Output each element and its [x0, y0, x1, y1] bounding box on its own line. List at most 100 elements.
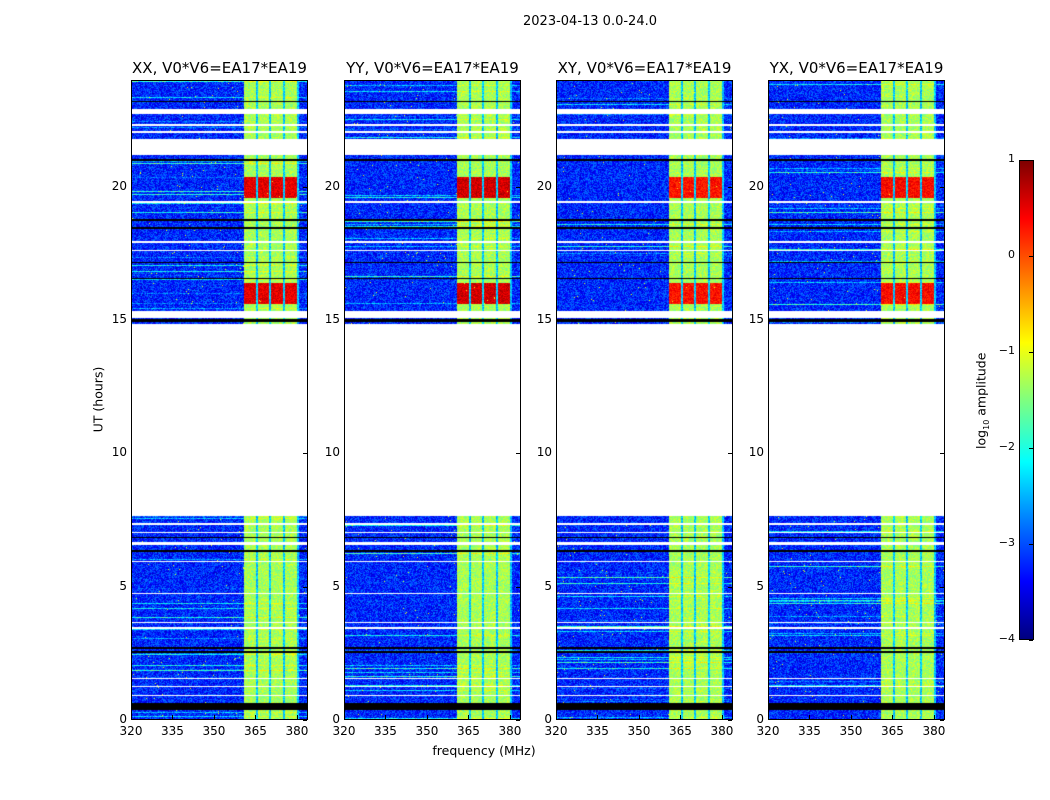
figure-title: 2023-04-13 0.0-24.0: [523, 14, 657, 29]
x-tick-mark: [680, 715, 682, 719]
y-tick-label: 20: [748, 178, 764, 193]
y-tick-mark: [728, 186, 732, 188]
colorbar-tick-label: −4: [998, 632, 1015, 645]
x-tick-label: 320: [544, 724, 568, 738]
y-tick-label: 15: [111, 312, 127, 326]
y-tick-mark: [940, 720, 944, 721]
x-tick-label: 350: [202, 724, 226, 738]
y-tick-mark: [940, 586, 944, 588]
panel-title: YY, V0*V6=EA17*EA19: [346, 59, 519, 77]
x-tick-mark: [296, 715, 298, 719]
x-tick-label: 320: [756, 724, 780, 738]
x-tick-mark: [255, 715, 257, 719]
colorbar-tick-mark: [1029, 160, 1033, 161]
x-tick-label: 380: [285, 724, 309, 738]
colorbar-tick-mark: [1029, 448, 1033, 449]
colorbar-tick-label: 0: [1008, 248, 1015, 261]
x-tick-mark: [809, 715, 811, 719]
spectrogram-panel: [768, 80, 945, 720]
x-tick-mark: [638, 715, 640, 719]
x-tick-mark: [597, 715, 599, 719]
y-tick-label: 15: [324, 312, 340, 326]
y-tick-label: 0: [119, 712, 127, 726]
y-tick-mark: [303, 186, 307, 188]
x-tick-mark: [768, 715, 769, 719]
heatmap-canvas: [132, 81, 307, 719]
colorbar-tick-label: −2: [998, 440, 1015, 453]
y-tick-mark: [516, 320, 520, 321]
y-axis-label: UT (hours): [90, 366, 106, 433]
colorbar: [1019, 160, 1034, 640]
y-tick-mark: [303, 453, 307, 455]
colorbar-tick-label: −3: [998, 536, 1015, 549]
y-tick-mark: [516, 453, 520, 455]
colorbar-tick-mark: [1029, 352, 1033, 353]
y-tick-mark: [303, 586, 307, 588]
y-tick-label: 15: [748, 312, 764, 326]
y-tick-label: 5: [756, 578, 764, 593]
colorbar-tick-label: −1: [998, 344, 1015, 357]
colorbar-tick-label: 1: [1008, 152, 1015, 165]
y-tick-label: 15: [536, 312, 552, 326]
x-tick-mark: [213, 715, 215, 719]
x-tick-mark: [131, 715, 132, 719]
x-tick-label: 335: [798, 724, 821, 738]
x-tick-mark: [892, 715, 894, 719]
x-tick-label: 380: [710, 724, 734, 738]
x-tick-mark: [385, 715, 387, 719]
y-tick-mark: [940, 320, 944, 321]
spectrogram-panel: [556, 80, 733, 720]
panel-title: YX, V0*V6=EA17*EA19: [769, 59, 944, 77]
heatmap-canvas: [769, 81, 944, 719]
y-tick-mark: [303, 320, 307, 321]
colorbar-tick-mark: [1029, 640, 1033, 641]
x-tick-mark: [426, 715, 428, 719]
x-tick-label: 365: [244, 724, 267, 738]
colorbar-label: log10 amplitude: [973, 352, 991, 449]
y-tick-mark: [940, 453, 944, 455]
y-tick-label: 5: [119, 578, 127, 593]
x-tick-mark: [850, 715, 852, 719]
y-tick-mark: [516, 186, 520, 188]
x-tick-label: 365: [669, 724, 692, 738]
panel-title: XX, V0*V6=EA17*EA19: [132, 59, 307, 77]
x-tick-label: 380: [498, 724, 522, 738]
colorbar-tick-mark: [1029, 544, 1033, 545]
y-tick-label: 10: [748, 445, 764, 460]
y-tick-mark: [303, 720, 307, 721]
x-tick-label: 335: [586, 724, 609, 738]
x-axis-label: frequency (MHz): [432, 743, 536, 758]
x-tick-mark: [172, 715, 174, 719]
y-tick-label: 5: [544, 578, 552, 593]
spectrogram-panel: [131, 80, 308, 720]
x-tick-label: 335: [374, 724, 397, 738]
y-tick-mark: [728, 586, 732, 588]
x-tick-mark: [344, 715, 345, 719]
x-tick-label: 350: [839, 724, 863, 738]
x-tick-mark: [721, 715, 723, 719]
x-tick-label: 365: [881, 724, 904, 738]
y-tick-label: 0: [332, 712, 340, 726]
y-tick-label: 5: [332, 578, 340, 593]
x-tick-label: 335: [161, 724, 184, 738]
y-tick-label: 10: [324, 445, 340, 460]
x-tick-mark: [556, 715, 557, 719]
heatmap-canvas: [345, 81, 520, 719]
colorbar-tick-mark: [1029, 256, 1033, 257]
spectrogram-panel: [344, 80, 521, 720]
x-tick-label: 320: [332, 724, 356, 738]
y-tick-label: 20: [111, 178, 127, 193]
panel-title: XY, V0*V6=EA17*EA19: [557, 59, 732, 77]
x-tick-mark: [468, 715, 470, 719]
y-tick-label: 20: [324, 178, 340, 193]
x-tick-mark: [933, 715, 935, 719]
y-tick-label: 20: [536, 178, 552, 193]
x-tick-mark: [509, 715, 511, 719]
x-tick-label: 350: [415, 724, 439, 738]
y-tick-mark: [728, 320, 732, 321]
heatmap-canvas: [557, 81, 732, 719]
x-tick-label: 380: [922, 724, 946, 738]
y-tick-mark: [728, 453, 732, 455]
x-tick-label: 320: [119, 724, 143, 738]
